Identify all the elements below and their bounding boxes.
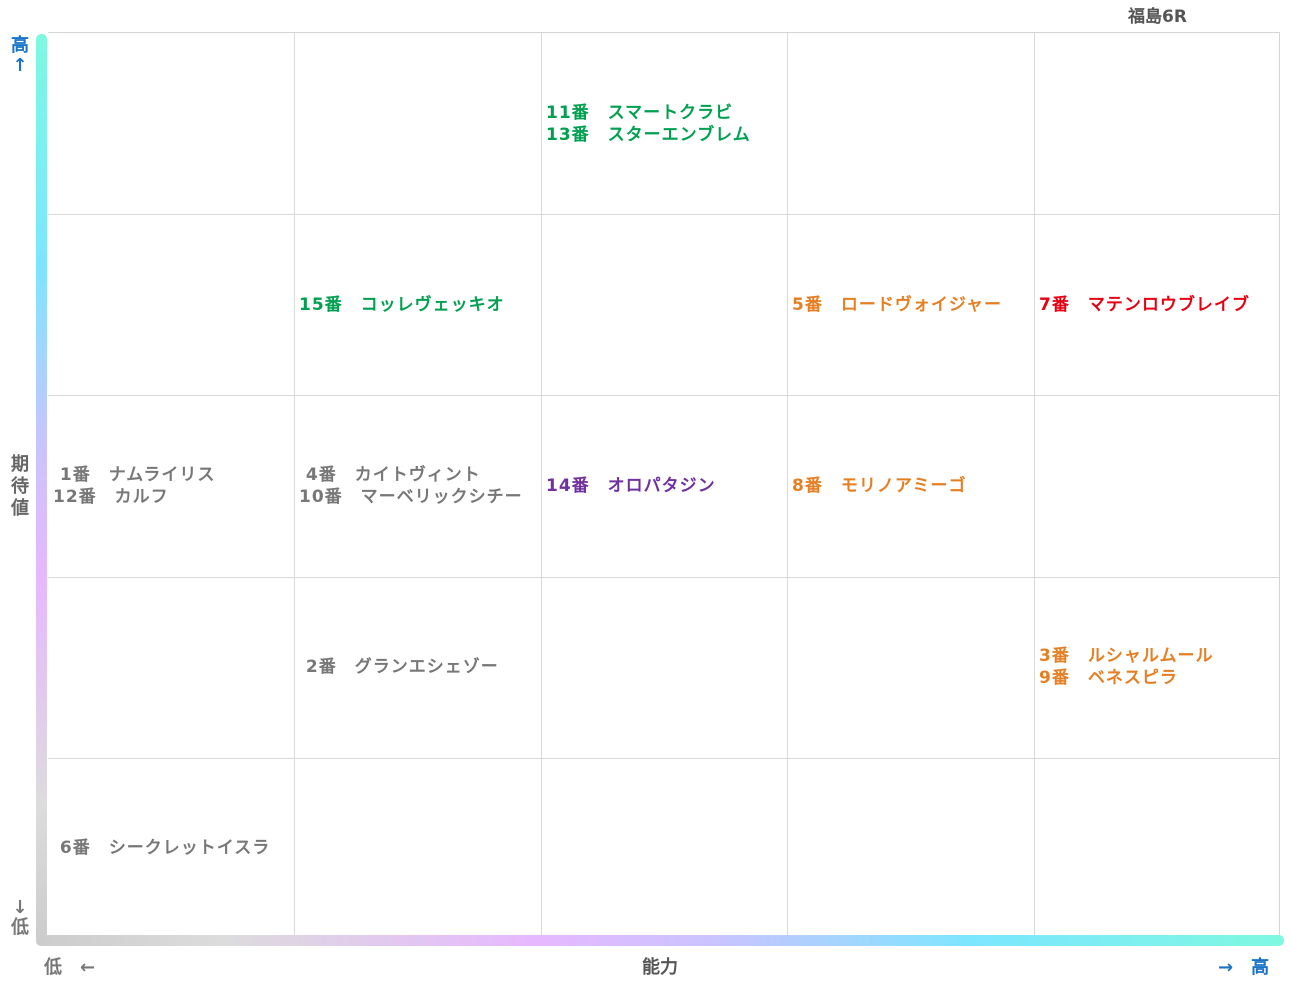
horse-entry: 1番 ナムライリス: [53, 465, 216, 485]
horse-entry: 5番 ロードヴォイジャー: [792, 295, 1002, 315]
cell-entry: 2番 グランエシェゾー: [299, 656, 499, 678]
grid-row-line: [48, 758, 1279, 759]
grid-column-line: [787, 33, 788, 938]
cell-entry: 5番 ロードヴォイジャー: [792, 294, 1002, 316]
grid-column-line: [1034, 33, 1035, 938]
cell-entry: 15番 コッレヴェッキオ: [299, 294, 505, 316]
grid-row-line: [48, 395, 1279, 396]
x-axis-low: 低 ←: [44, 957, 96, 978]
grid-row-line: [48, 214, 1279, 215]
quadrant-grid: 11番 スマートクラビ 13番 スターエンブレム 15番 コッレヴェッキオ 5番 ロー…: [48, 32, 1280, 938]
horse-entry: 11番 スマートクラビ: [546, 103, 734, 123]
x-axis-arrow: [36, 935, 1284, 946]
horse-entry: 10番 マーベリックシチー: [299, 487, 523, 507]
horse-entry: 9番 ベネスピラ: [1039, 668, 1178, 688]
horse-entry: 2番 グランエシェゾー: [299, 657, 499, 677]
horse-entry: 7番 マテンロウブレイブ: [1039, 295, 1250, 315]
grid-column-line: [541, 33, 542, 938]
cell-entry: 4番 カイトヴィント 10番 マーベリックシチー: [299, 464, 523, 508]
horse-entry: 14番 オロパタジン: [546, 476, 716, 496]
up-arrow-icon: ↑: [12, 55, 28, 76]
horse-entry: 3番 ルシャルムール: [1039, 646, 1214, 666]
grid-column-line: [294, 33, 295, 938]
cell-entry: 14番 オロパタジン: [546, 475, 716, 497]
y-high-label: 高: [11, 35, 29, 56]
y-axis-label-char: 期: [11, 454, 29, 475]
y-axis-arrow: [36, 34, 47, 942]
cell-entry: 11番 スマートクラビ 13番 スターエンブレム: [546, 102, 751, 146]
y-low-label: 低: [11, 917, 29, 938]
horse-entry: 6番 シークレットイスラ: [53, 838, 271, 858]
cell-entry: 7番 マテンロウブレイブ: [1039, 294, 1250, 316]
x-axis-label: 能力: [642, 957, 678, 978]
y-axis-label-char: 値: [11, 498, 29, 519]
cell-entry: 1番 ナムライリス 12番 カルフ: [53, 464, 215, 508]
x-axis-high: → 高: [1218, 957, 1270, 978]
horse-entry: 13番 スターエンブレム: [546, 125, 751, 145]
horse-entry: 4番 カイトヴィント: [299, 465, 481, 485]
y-axis-label: 期待値: [10, 454, 30, 520]
y-axis-high: 高 ↑: [10, 36, 30, 76]
y-axis-low: ↓ 低: [10, 898, 30, 938]
grid-row-line: [48, 577, 1279, 578]
chart-title: 福島6R: [1128, 7, 1187, 27]
cell-entry: 8番 モリノアミーゴ: [792, 475, 967, 497]
horse-entry: 12番 カルフ: [53, 487, 169, 507]
cell-entry: 3番 ルシャルムール 9番 ベネスピラ: [1039, 645, 1214, 689]
down-arrow-icon: ↓: [12, 897, 28, 918]
horse-entry: 15番 コッレヴェッキオ: [299, 295, 505, 315]
cell-entry: 6番 シークレットイスラ: [53, 837, 270, 859]
horse-entry: 8番 モリノアミーゴ: [792, 476, 967, 496]
y-axis-label-char: 待: [11, 476, 29, 497]
